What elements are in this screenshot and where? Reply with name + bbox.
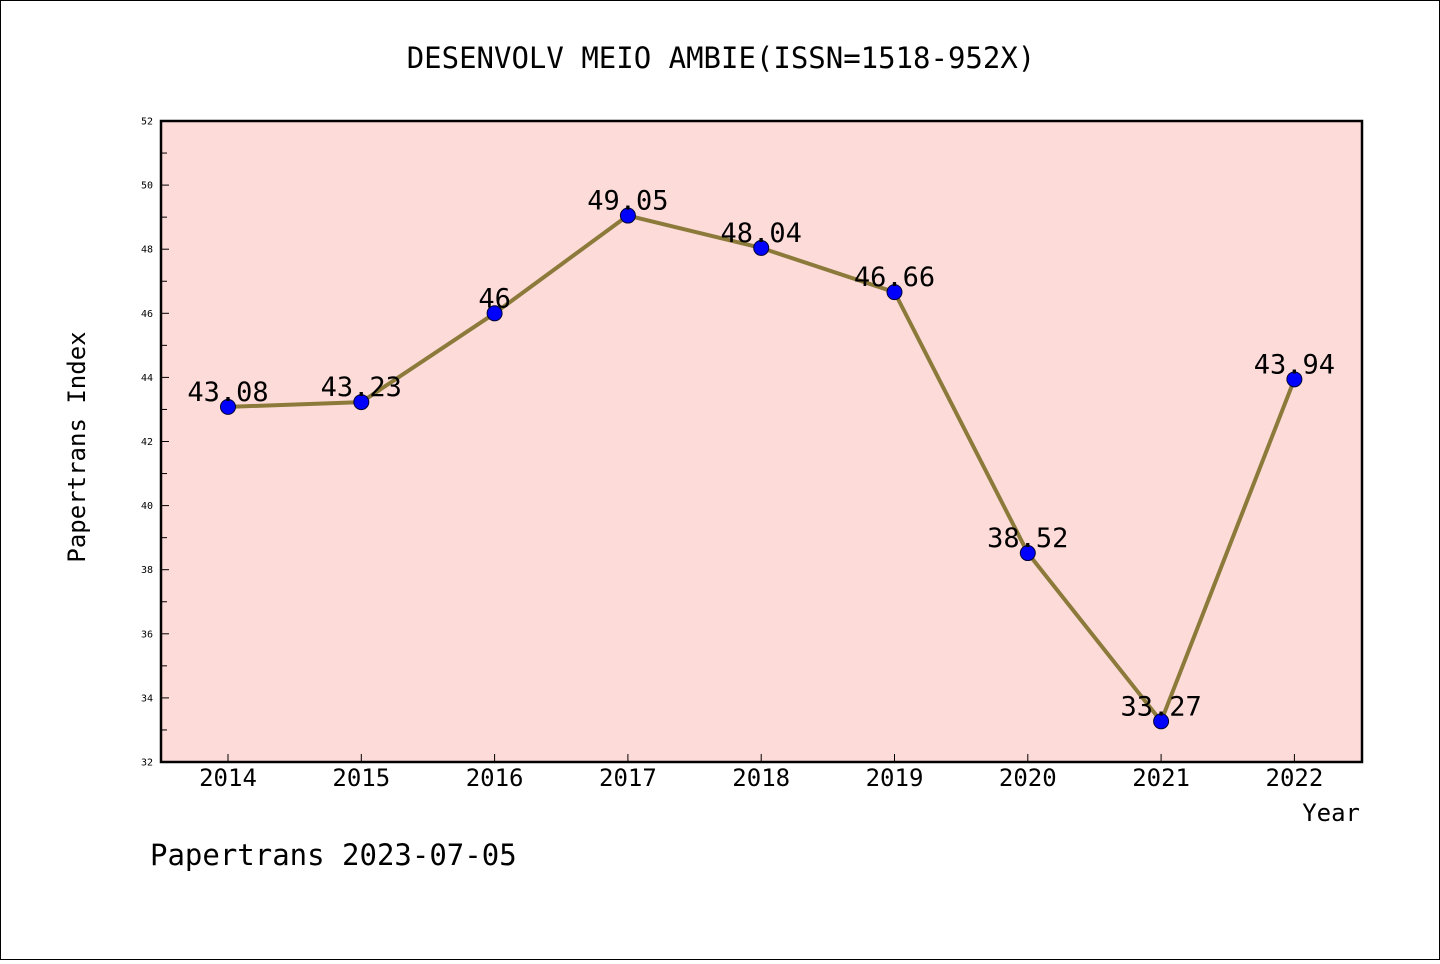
plot-border [159,119,1364,764]
y-tick-label: 46 [141,309,153,320]
data-point [1286,371,1303,388]
y-tick-label: 38 [141,565,153,576]
x-tick-label: 2020 [999,764,1057,792]
y-tick-label: 40 [141,501,153,512]
y-axis-ticks: 32 34 36 38 40 42 44 46 48 50 52 [141,117,169,769]
x-tick-label: 2016 [466,764,524,792]
y-tick-label: 44 [141,373,153,384]
data-label: 43.94 [1254,349,1335,380]
y-tick-label: 42 [141,437,153,448]
y-tick-label: 52 [141,117,153,128]
x-tick-label: 2015 [332,764,390,792]
data-label: 43.23 [321,372,402,403]
y-tick-label: 34 [141,693,153,704]
x-tick-label: 2022 [1266,764,1324,792]
data-label: 46.66 [854,262,935,293]
y-tick-label: 48 [141,245,153,256]
x-axis-ticks: 2014 2015 2016 2017 2018 2019 2020 2021 2022 [199,754,1323,792]
data-label: 48.04 [721,218,802,249]
y-tick-label: 50 [141,181,153,192]
data-point [1019,545,1036,562]
y-tick-label: 32 [141,758,153,769]
chart-title: DESENVOLV MEIO AMBIE(ISSN=1518-952X) [407,41,1036,75]
x-tick-label: 2014 [199,764,257,792]
data-label: 49.05 [587,186,668,217]
data-labels: 43.08 43.23 46 49.05 48.04 46.66 38.52 33.27 43.… [187,186,1335,723]
data-point [753,239,770,256]
data-markers [220,207,1303,730]
data-label: 33.27 [1120,691,1201,722]
y-tick-label: 36 [141,629,153,640]
data-point [486,305,503,322]
data-point [353,394,370,411]
data-label: 43.08 [187,377,268,408]
x-tick-label: 2019 [866,764,924,792]
data-point [1153,713,1170,730]
x-tick-label: 2018 [732,764,790,792]
x-tick-label: 2017 [599,764,657,792]
data-point [220,398,236,415]
x-axis-label: Year [1302,799,1360,827]
data-point [886,284,903,301]
footer-text: Papertrans 2023-07-05 [150,838,517,872]
plot-background [161,121,1362,762]
y-axis-label: Papertrans Index [63,331,91,562]
data-label: 46 [478,283,511,314]
data-point [619,207,636,224]
x-tick-label: 2021 [1132,764,1190,792]
data-label: 38.52 [987,523,1068,554]
